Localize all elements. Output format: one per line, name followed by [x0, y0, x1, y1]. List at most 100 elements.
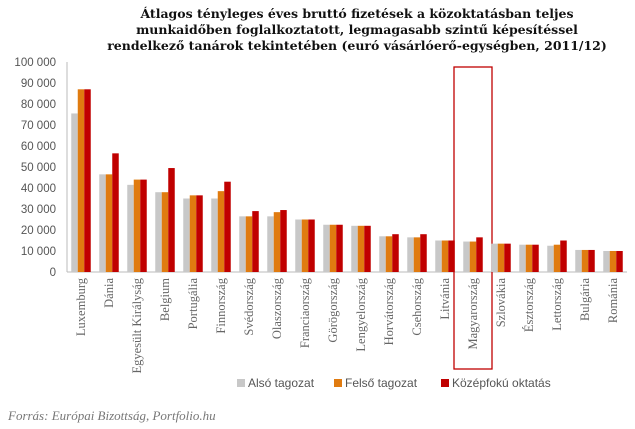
bar	[448, 240, 455, 272]
bar	[273, 212, 281, 272]
bar	[77, 89, 85, 272]
bar	[553, 244, 561, 272]
y-tick-label: 70 000	[21, 120, 56, 132]
legend-label: Középfokú oktatás	[452, 376, 551, 390]
x-category-label: Görögország	[326, 277, 340, 342]
y-tick-label: 20 000	[21, 225, 56, 237]
x-category-label: Lettország	[550, 277, 564, 331]
bar	[161, 192, 169, 272]
bar	[168, 168, 175, 272]
y-tick-label: 30 000	[21, 204, 56, 216]
x-category-label: Lengyelország	[354, 277, 368, 351]
x-category-label: Olaszország	[270, 277, 284, 339]
bar	[435, 240, 442, 272]
bar	[497, 243, 505, 272]
bar	[301, 219, 309, 272]
bar	[127, 184, 134, 272]
bar	[603, 251, 610, 272]
y-tick-label: 80 000	[21, 99, 56, 111]
bar	[252, 211, 259, 272]
bar	[308, 219, 315, 272]
bar	[407, 237, 414, 272]
y-tick-label: 0	[50, 267, 56, 279]
legend: Alsó tagozat Felső tagozat Középfokú oktat…	[237, 376, 551, 390]
bar	[357, 225, 365, 272]
y-tick-label: 50 000	[21, 162, 56, 174]
x-category-label: Belgium	[158, 278, 172, 321]
x-category-label: Finnország	[214, 277, 228, 333]
x-category-label: Románia	[606, 278, 620, 324]
plot-area: 0 10 000 20 000 30 000 40 000 50 000 60 000 70 …	[14, 57, 627, 373]
legend-swatch	[237, 379, 245, 387]
chart-title-line-2: munkaidőben foglalkoztatott, legmagasabb…	[136, 22, 578, 37]
bar	[575, 249, 582, 272]
y-tick-label: 60 000	[21, 141, 56, 153]
bar	[379, 236, 386, 272]
x-category-label: Magyarország	[466, 277, 480, 349]
bar	[217, 191, 225, 272]
chart-title-line-1: Átlagos tényleges éves bruttó fizetések …	[139, 6, 573, 21]
bar	[112, 153, 119, 272]
bar	[560, 240, 567, 272]
bar	[616, 251, 623, 272]
bar	[532, 244, 539, 272]
bar	[351, 225, 358, 272]
bar	[581, 249, 589, 272]
x-category-label: Bulgária	[578, 278, 592, 321]
bar	[323, 224, 330, 272]
y-tick-label: 100 000	[14, 57, 56, 69]
bar	[413, 237, 421, 272]
bar	[525, 244, 533, 272]
legend-label: Felső tagozat	[345, 376, 418, 390]
chart-title-line-3: rendelkező tanárok tekintetében (euró vá…	[107, 38, 607, 53]
y-tick-label: 10 000	[21, 246, 56, 258]
bar	[211, 198, 218, 272]
bar	[245, 216, 253, 272]
y-tick-label: 90 000	[21, 78, 56, 90]
bar	[71, 113, 78, 272]
bar	[183, 198, 190, 272]
bar	[504, 243, 511, 272]
bar	[420, 234, 427, 272]
bar	[133, 179, 141, 272]
x-category-label: Luxemburg	[74, 277, 88, 336]
bar	[469, 241, 477, 272]
x-category-label: Dánia	[102, 278, 116, 308]
bar	[196, 195, 203, 272]
bar	[547, 245, 554, 272]
bar	[280, 210, 287, 272]
bar	[99, 174, 106, 272]
source-note: Forrás: Európai Bizottság, Portfolio.hu	[7, 408, 216, 423]
x-category-label: Szlovákia	[494, 278, 508, 328]
bar	[392, 234, 399, 272]
bar	[385, 236, 393, 272]
bar	[140, 179, 147, 272]
x-category-label: Portugália	[186, 278, 200, 330]
bar	[441, 240, 449, 272]
y-tick-label: 40 000	[21, 183, 56, 195]
bar	[476, 237, 483, 272]
bar	[491, 243, 498, 272]
bar	[155, 192, 162, 272]
legend-swatch	[334, 379, 342, 387]
bar	[84, 89, 91, 272]
x-category-label: Svédország	[242, 277, 256, 335]
bar	[463, 241, 470, 272]
bar	[336, 224, 343, 272]
highlight-box	[453, 66, 493, 370]
legend-label: Alsó tagozat	[248, 376, 315, 390]
legend-swatch	[441, 379, 449, 387]
bar	[224, 181, 231, 272]
bar	[329, 224, 337, 272]
bar	[364, 225, 371, 272]
x-category-label: Horvátország	[382, 277, 396, 345]
bar	[189, 195, 197, 272]
x-category-label: Litvánia	[438, 278, 452, 320]
bar	[588, 249, 595, 272]
x-category-label: Franciaország	[298, 277, 312, 348]
bar	[267, 216, 274, 272]
bar	[519, 244, 526, 272]
x-category-label: Csehország	[410, 277, 424, 335]
bar	[239, 216, 246, 272]
